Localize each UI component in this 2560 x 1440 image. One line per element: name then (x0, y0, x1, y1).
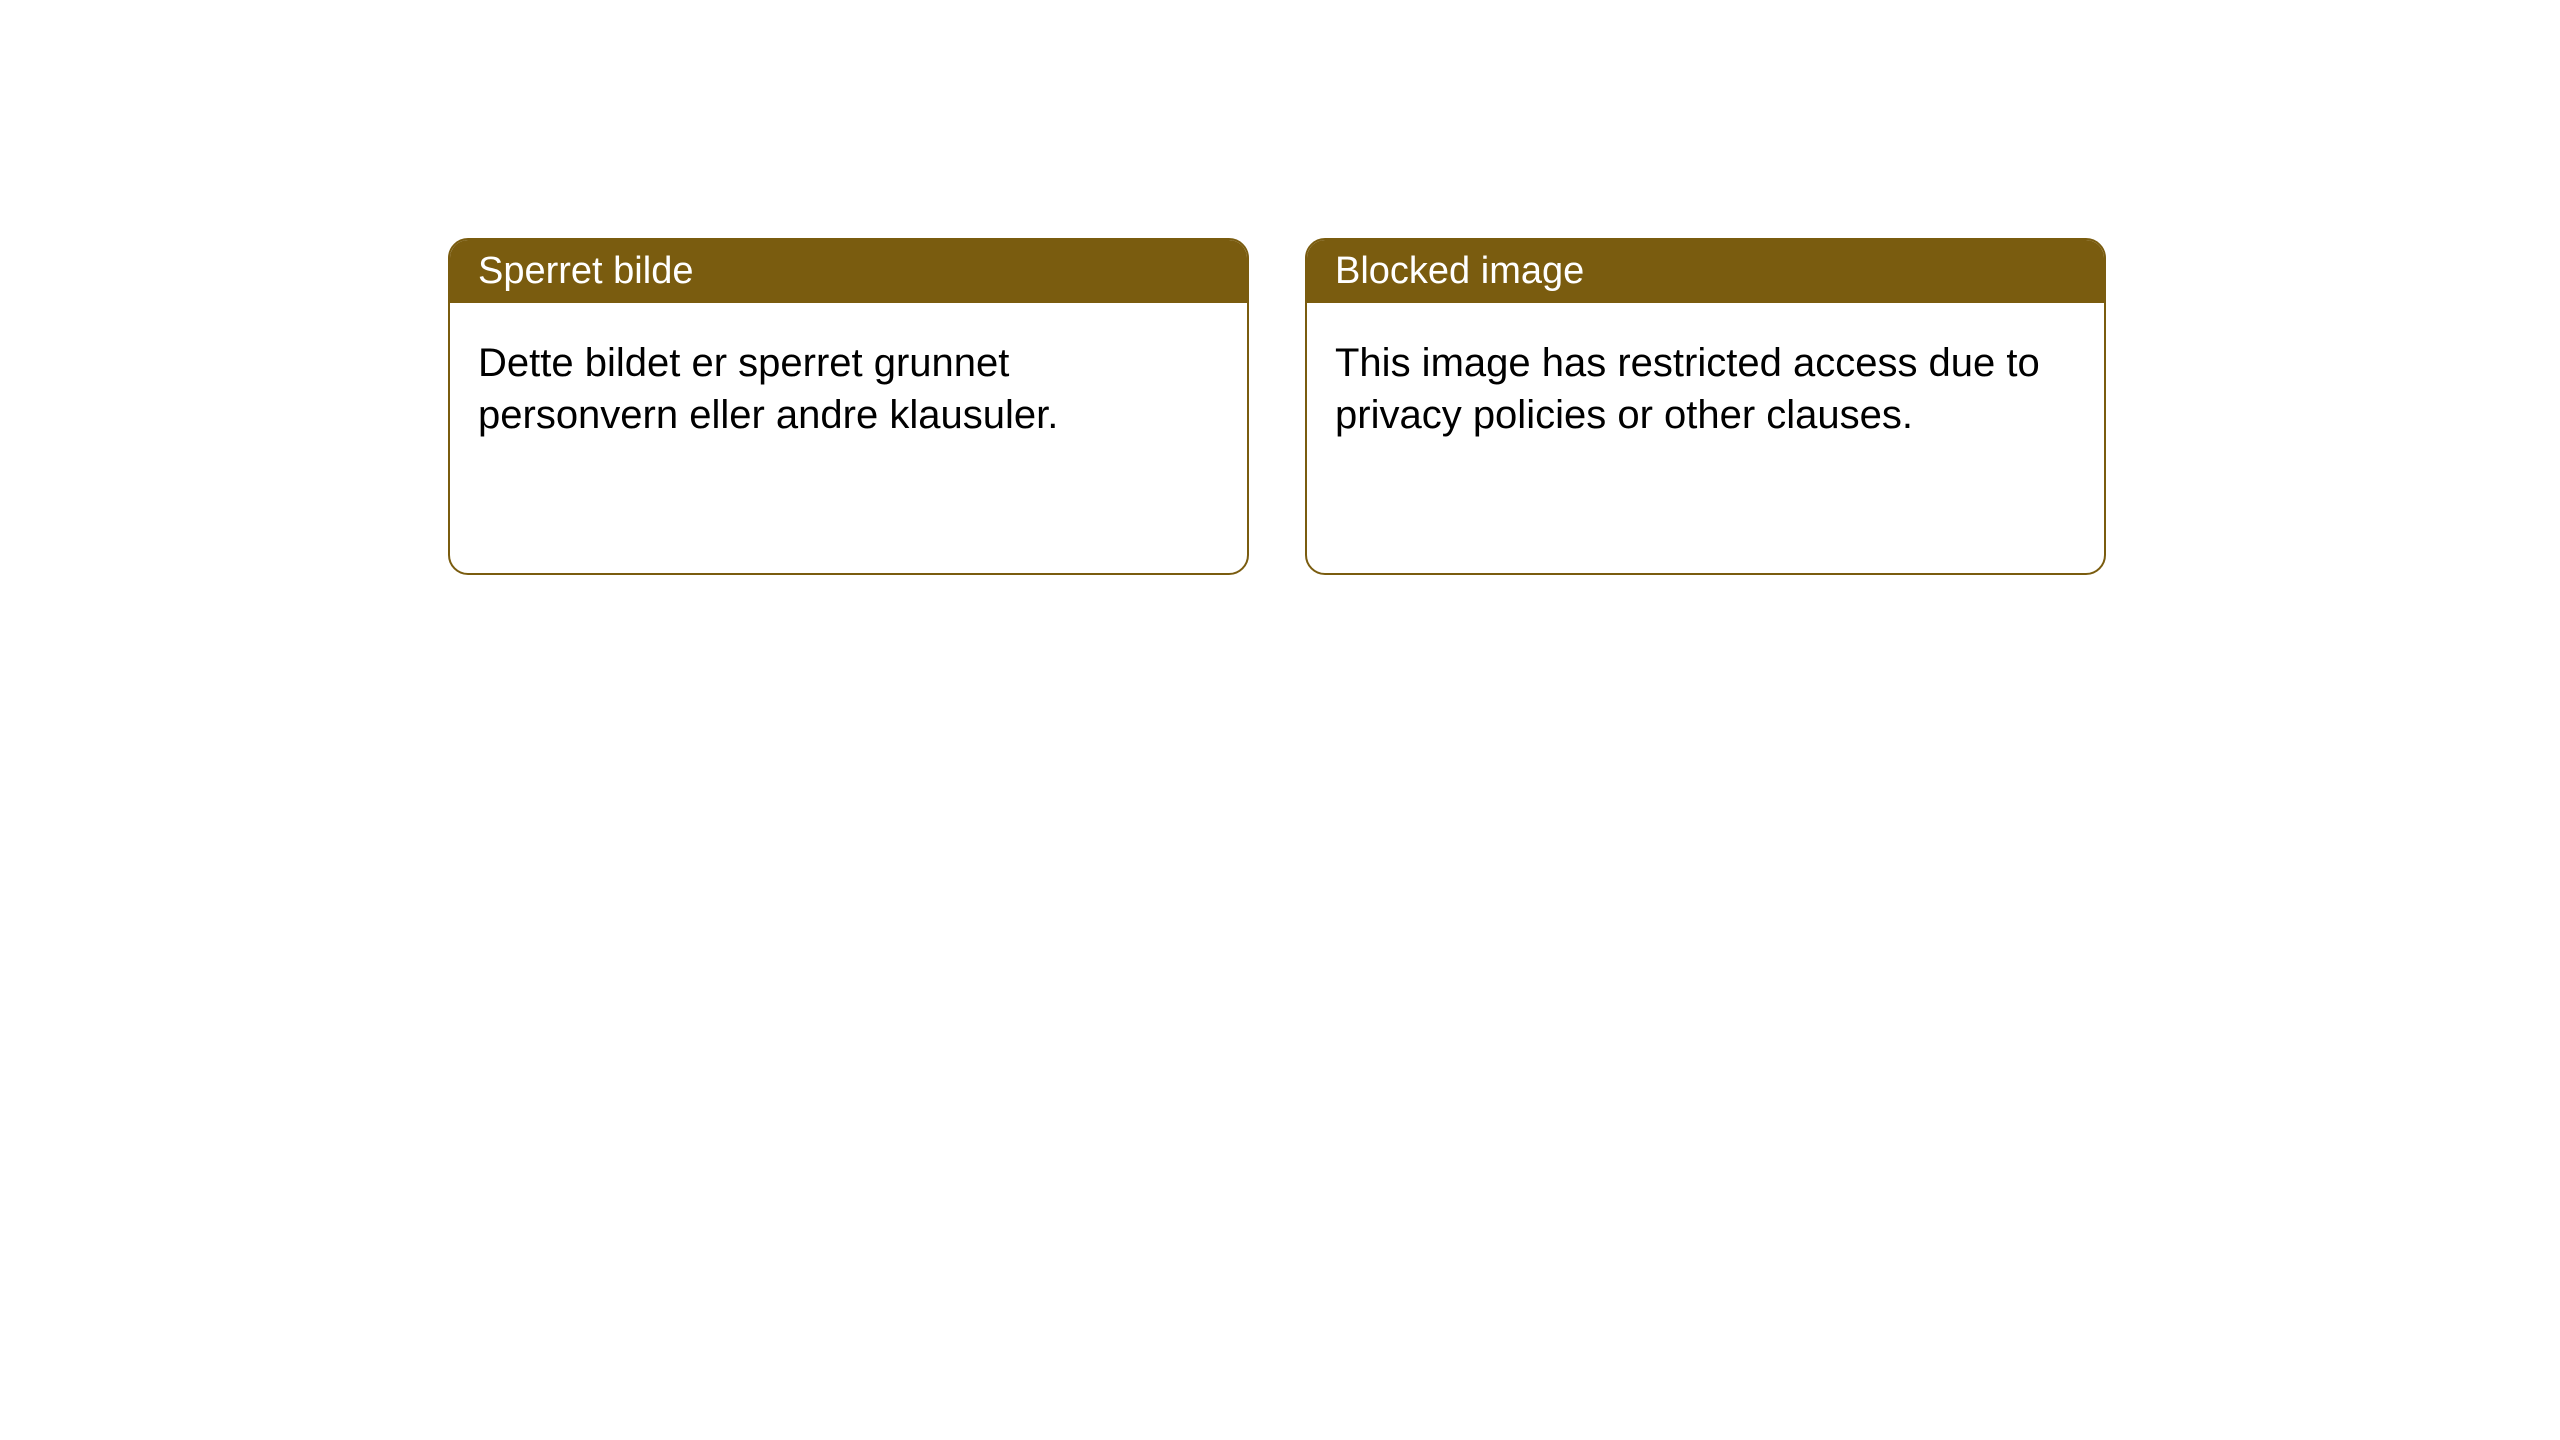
notice-card-norwegian: Sperret bilde Dette bildet er sperret gr… (448, 238, 1249, 575)
notice-body: Dette bildet er sperret grunnet personve… (450, 303, 1247, 573)
notice-header: Sperret bilde (450, 240, 1247, 303)
notice-header: Blocked image (1307, 240, 2104, 303)
notice-container: Sperret bilde Dette bildet er sperret gr… (448, 238, 2106, 575)
notice-card-english: Blocked image This image has restricted … (1305, 238, 2106, 575)
notice-body: This image has restricted access due to … (1307, 303, 2104, 573)
